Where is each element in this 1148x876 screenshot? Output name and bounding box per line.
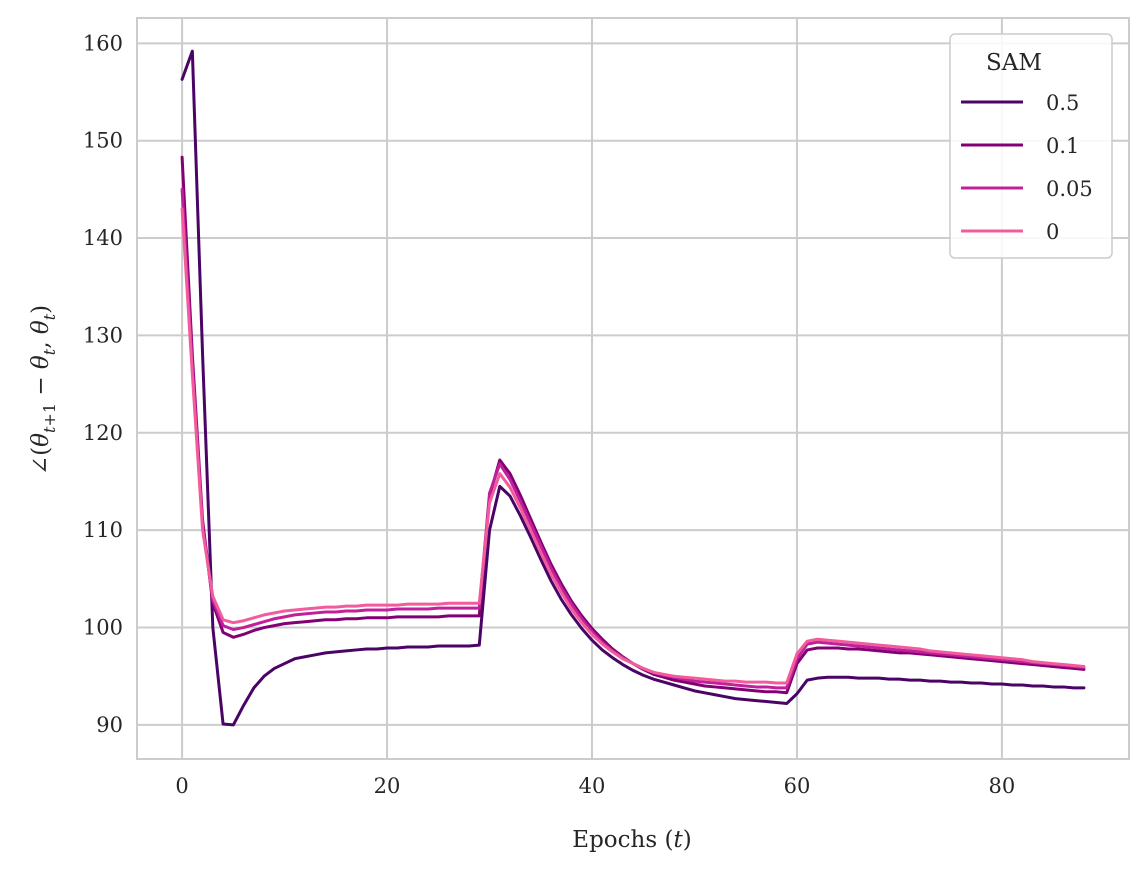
y-tick-label: 120 <box>83 421 123 445</box>
legend: SAM 0.5 0.1 0.05 0 <box>949 33 1113 259</box>
legend-items: 0.5 0.1 0.05 0 <box>961 91 1093 244</box>
legend-label: 0.5 <box>1046 91 1079 115</box>
y-tick-label: 160 <box>83 31 123 55</box>
y-tick-label: 130 <box>83 323 123 347</box>
y-tick-labels: 90 100 110 120 130 140 150 160 <box>83 31 123 737</box>
y-tick-label: 100 <box>83 616 123 640</box>
legend-label: 0.05 <box>1046 177 1093 201</box>
x-tick-label: 60 <box>784 774 811 798</box>
x-tick-label: 0 <box>175 774 188 798</box>
y-tick-label: 110 <box>83 518 123 542</box>
x-tick-label: 20 <box>374 774 401 798</box>
legend-title: SAM <box>986 50 1042 76</box>
legend-label: 0 <box>1046 220 1059 244</box>
plot-frame <box>136 17 1130 760</box>
y-tick-label: 150 <box>83 129 123 153</box>
series-line-0-5 <box>180 49 1086 727</box>
x-tick-labels: 0 20 40 60 80 <box>175 774 1015 798</box>
legend-label: 0.1 <box>1046 134 1079 158</box>
series-lines <box>180 49 1086 727</box>
x-tick-label: 80 <box>989 774 1016 798</box>
y-tick-label: 90 <box>96 713 123 737</box>
legend-box <box>949 33 1113 259</box>
y-axis-label: ∠(θt+1 − θt, θt) <box>28 305 59 475</box>
x-tick-label: 40 <box>579 774 606 798</box>
y-tick-label: 140 <box>83 226 123 250</box>
x-axis-label: Epochs (t) <box>572 827 691 853</box>
series-line-0 <box>180 207 1086 685</box>
